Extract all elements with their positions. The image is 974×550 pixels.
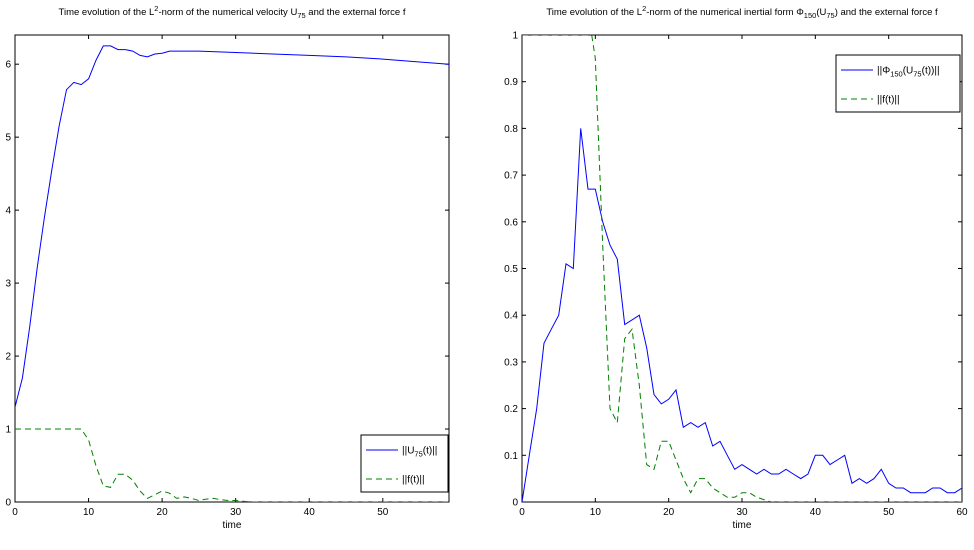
y-tick-label: 0	[512, 498, 518, 509]
legend-box	[360, 434, 449, 493]
y-tick-label: 1	[512, 31, 518, 42]
x-tick-label: 60	[956, 507, 968, 518]
y-tick-label: 0.8	[504, 124, 518, 135]
y-tick-label: 0.6	[504, 217, 518, 228]
legend-label: ||Φ150(U75(t))||	[877, 66, 940, 79]
x-axis-label: time	[223, 520, 242, 531]
series-line-solid	[15, 45, 449, 408]
legend-label: ||U75(t)||	[402, 446, 437, 459]
y-tick-label: 2	[5, 352, 11, 363]
y-tick-label: 1	[5, 425, 11, 436]
legend-label: ||f(t)||	[402, 475, 425, 486]
x-tick-label: 50	[883, 507, 895, 518]
y-tick-label: 0.7	[504, 171, 518, 182]
x-tick-label: 20	[157, 507, 169, 518]
x-tick-label: 30	[736, 507, 748, 518]
x-tick-label: 0	[12, 507, 18, 518]
x-tick-label: 10	[83, 507, 95, 518]
chart-title: Time evolution of the L2-norm of the num…	[59, 4, 406, 20]
plot-area	[14, 34, 450, 503]
x-tick-label: 0	[519, 507, 525, 518]
x-tick-label: 30	[230, 507, 242, 518]
y-tick-label: 0.9	[504, 77, 518, 88]
chart-title: Time evolution of the L2-norm of the num…	[546, 4, 938, 20]
y-tick-label: 0.3	[504, 357, 518, 368]
series-line-solid	[522, 128, 962, 502]
left-chart: Time evolution of the L2-norm of the num…	[5, 4, 450, 531]
x-tick-label: 20	[663, 507, 675, 518]
x-axis-label: time	[733, 520, 752, 531]
y-tick-label: 5	[5, 133, 11, 144]
x-tick-label: 50	[377, 507, 389, 518]
y-tick-label: 6	[5, 60, 11, 71]
x-tick-label: 40	[810, 507, 822, 518]
y-tick-label: 0.5	[504, 264, 518, 275]
x-tick-label: 40	[304, 507, 316, 518]
y-tick-label: 0.2	[504, 404, 518, 415]
y-tick-label: 3	[5, 279, 11, 290]
legend-box	[835, 54, 961, 113]
right-chart: Time evolution of the L2-norm of the num…	[504, 4, 968, 531]
y-tick-label: 0.1	[504, 451, 518, 462]
y-tick-label: 0	[5, 498, 11, 509]
x-tick-label: 10	[590, 507, 602, 518]
legend-label: ||f(t)||	[877, 95, 900, 106]
series-line-dashed	[15, 428, 449, 502]
y-tick-label: 0.4	[504, 311, 518, 322]
y-tick-label: 4	[5, 206, 11, 217]
